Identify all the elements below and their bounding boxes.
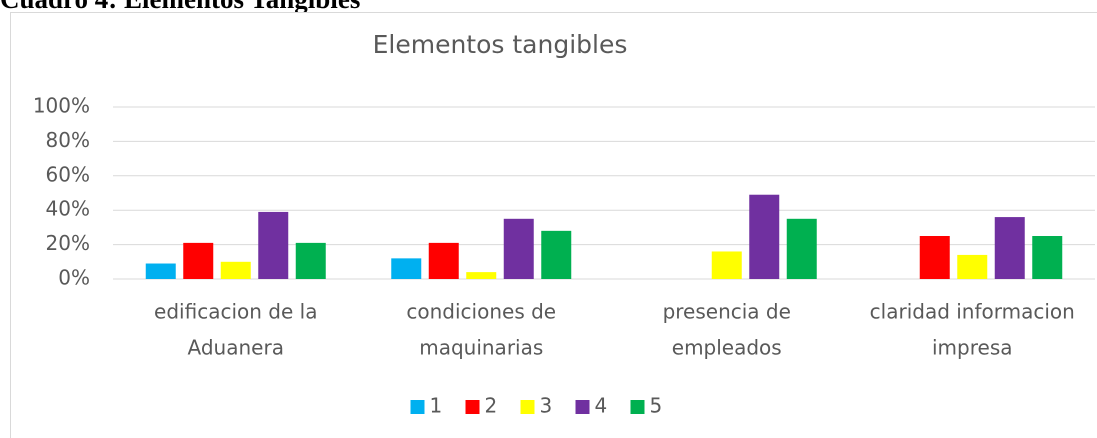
x-tick-label: Aduanera: [188, 336, 284, 360]
legend-swatch: [575, 400, 590, 414]
y-tick-label: 100%: [33, 94, 90, 118]
bar: [258, 211, 289, 279]
legend-label: 3: [540, 394, 553, 418]
legend-swatch: [465, 400, 480, 414]
bar: [428, 242, 459, 279]
legend-swatch: [520, 400, 535, 414]
y-tick-label: 40%: [46, 197, 90, 221]
y-tick-label: 20%: [46, 231, 90, 255]
bar: [145, 263, 176, 279]
bar: [711, 251, 742, 279]
x-tick-label: maquinarias: [419, 336, 543, 360]
x-tick-label: impresa: [932, 336, 1013, 360]
y-tick-label: 80%: [46, 128, 90, 152]
bar: [391, 258, 422, 279]
legend-label: 4: [595, 394, 608, 418]
heading: Cuadro 4: Elementos Tangibles: [0, 0, 360, 14]
legend-label: 1: [430, 394, 443, 418]
bar: [220, 261, 251, 279]
bar: [295, 242, 326, 279]
legend-label: 2: [485, 394, 498, 418]
bar: [503, 218, 534, 279]
bar: [957, 254, 988, 279]
bar: [786, 218, 817, 279]
y-tick-label: 0%: [58, 266, 90, 290]
bar: [994, 217, 1025, 279]
x-tick-label: claridad informacion: [870, 300, 1075, 324]
bar: [919, 236, 950, 279]
bar: [1032, 236, 1063, 279]
legend-swatch: [630, 400, 645, 414]
bar: [466, 272, 497, 279]
chart-title: Elementos tangibles: [373, 30, 628, 59]
x-tick-label: empleados: [672, 336, 782, 360]
bar: [183, 242, 214, 279]
bar: [541, 230, 572, 279]
x-tick-label: edificacion de la: [154, 300, 317, 324]
x-tick-label: condiciones de: [406, 300, 556, 324]
legend-swatch: [410, 400, 425, 414]
legend-label: 5: [650, 394, 663, 418]
chart-frame: [10, 12, 1097, 438]
bar: [749, 194, 780, 279]
x-tick-label: presencia de: [663, 300, 791, 324]
y-tick-label: 60%: [46, 162, 90, 186]
